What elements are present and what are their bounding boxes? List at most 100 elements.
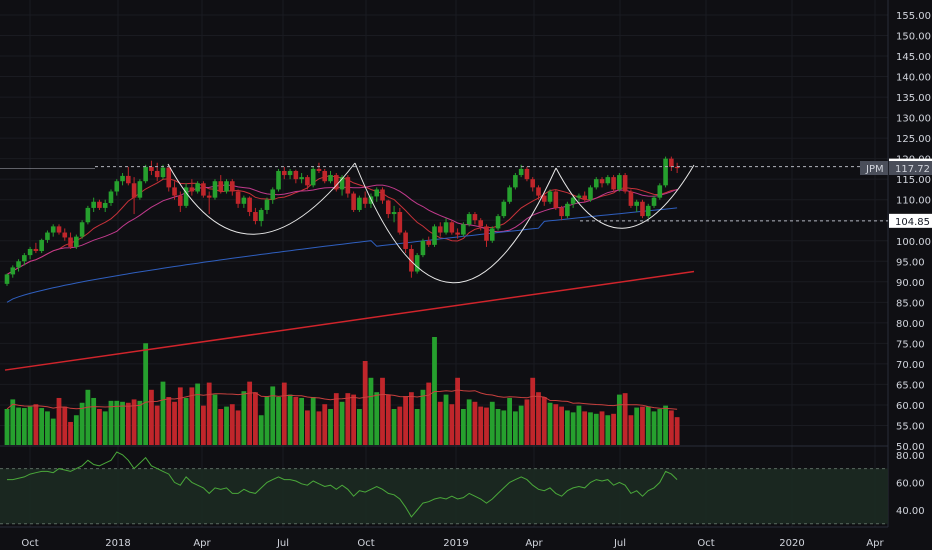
- rsi-tick-label: 80.00: [896, 451, 925, 462]
- volume-bar: [605, 415, 611, 445]
- pattern-arc: [555, 164, 695, 229]
- candle-body: [108, 191, 114, 203]
- candle-body: [97, 201, 102, 208]
- volume-bar: [293, 397, 299, 445]
- volume-bar: [310, 397, 316, 445]
- candle-body: [114, 181, 120, 192]
- candle-body: [270, 189, 276, 200]
- price-tick-label: 55.00: [896, 421, 925, 432]
- volume-bar: [73, 415, 79, 445]
- time-tick-label: 2020: [779, 538, 804, 549]
- volume-bar: [593, 413, 599, 445]
- time-tick-label: Apr: [525, 538, 543, 549]
- volume-bar: [530, 377, 536, 445]
- volume-bar: [322, 404, 328, 445]
- volume-bar: [316, 411, 322, 445]
- candle-body: [657, 185, 663, 198]
- symbol-tag: JPM: [865, 164, 884, 175]
- volume-bar: [524, 399, 530, 445]
- candle-body: [461, 224, 466, 235]
- candle-body: [235, 191, 241, 204]
- candle-body: [258, 209, 264, 222]
- volume-bar: [634, 407, 640, 445]
- candle-body: [576, 195, 582, 198]
- price-tick-label: 65.00: [896, 380, 925, 391]
- volume-bar: [640, 406, 645, 445]
- candle-body: [160, 167, 166, 178]
- volume-bar: [97, 409, 102, 445]
- volume-bar: [114, 400, 120, 445]
- volume-bar: [380, 377, 385, 445]
- volume-bar: [339, 401, 345, 445]
- volume-bar: [553, 404, 559, 445]
- volume-bar: [258, 415, 264, 445]
- candle-body: [137, 181, 143, 198]
- price-tick-label: 115.00: [896, 175, 931, 186]
- candle-body: [565, 203, 570, 217]
- candle-body: [536, 187, 541, 196]
- candle-body: [449, 222, 455, 233]
- volume-bar: [478, 406, 484, 445]
- price-tick-label: 150.00: [896, 32, 931, 43]
- candle-body: [212, 181, 218, 198]
- candle-body: [154, 170, 160, 178]
- candle-body: [634, 201, 639, 206]
- volume-bar: [235, 410, 241, 445]
- candle-body: [74, 236, 79, 247]
- candle-body: [68, 237, 73, 247]
- candle-body: [432, 226, 437, 245]
- candle-body: [230, 181, 235, 192]
- candle-body: [333, 175, 339, 190]
- volume-bar: [460, 409, 466, 445]
- candle-body: [426, 240, 432, 245]
- candle-body: [253, 212, 258, 222]
- volume-bar: [120, 401, 125, 445]
- candle-body: [201, 183, 206, 196]
- candle-body: [287, 170, 293, 176]
- volume-bar: [172, 401, 177, 445]
- volume-bar: [62, 406, 68, 445]
- last-price-label: 117.72: [895, 164, 930, 175]
- volume-bar: [443, 394, 449, 445]
- volume-bar: [125, 402, 131, 445]
- rsi-tick-label: 40.00: [896, 506, 925, 517]
- candle-body: [172, 187, 177, 196]
- candle-body: [403, 232, 408, 249]
- time-tick-label: Apr: [866, 538, 884, 549]
- candle-body: [599, 179, 605, 184]
- volume-bar: [622, 393, 628, 445]
- candle-body: [420, 240, 426, 256]
- volume-bar: [281, 382, 287, 445]
- symbol-tag-bg: [860, 161, 888, 176]
- volume-bar: [56, 397, 62, 445]
- candle-body: [489, 228, 495, 241]
- candle-body: [674, 166, 680, 169]
- volume-bar: [68, 421, 73, 445]
- volume-bar: [420, 389, 426, 445]
- candle-body: [305, 177, 310, 186]
- volume-bar: [166, 397, 172, 445]
- candle-body: [628, 191, 634, 206]
- pattern-arc: [354, 162, 557, 284]
- volume-bar: [512, 411, 518, 445]
- price-tick-label: 70.00: [896, 360, 925, 371]
- volume-bar: [541, 397, 547, 445]
- volume-bar: [206, 382, 212, 445]
- candle-body: [62, 232, 68, 238]
- time-tick-label: Jul: [276, 538, 289, 549]
- volume-bar: [21, 408, 27, 445]
- candle-body: [622, 175, 628, 192]
- volume-bar: [484, 407, 489, 445]
- volume-bar: [79, 402, 85, 445]
- candle-body: [611, 177, 616, 190]
- candle-body: [247, 197, 252, 213]
- volume-bar: [264, 396, 270, 445]
- candle-body: [593, 179, 599, 188]
- volume-bar: [10, 399, 16, 445]
- candle-body: [651, 197, 657, 206]
- volume-bar: [4, 409, 10, 445]
- volume-bar: [345, 393, 351, 445]
- volume-bar: [576, 405, 582, 445]
- candle-body: [443, 222, 449, 233]
